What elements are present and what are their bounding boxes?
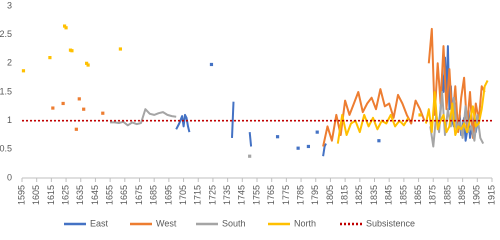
point-marker	[296, 146, 300, 150]
x-tick-label: 1695	[163, 185, 173, 205]
x-tick-label: 1745	[237, 185, 247, 205]
point-marker	[101, 111, 105, 115]
point-marker	[86, 63, 90, 67]
x-tick-label: 1735	[222, 185, 232, 205]
point-marker	[275, 135, 280, 139]
x-tick-label: 1845	[384, 185, 394, 205]
x-tick-label: 1725	[207, 185, 217, 205]
point-marker	[70, 49, 74, 53]
x-tick-label: 1795	[310, 185, 320, 205]
x-tick-label: 1895	[457, 185, 467, 205]
x-tick-label: 1655	[105, 185, 115, 205]
point-marker	[418, 113, 422, 117]
y-tick-label: 1.5	[0, 86, 12, 96]
point-marker	[51, 106, 55, 110]
point-marker	[74, 127, 78, 131]
legend-label: South	[222, 218, 246, 228]
point-marker	[315, 130, 319, 134]
point-marker	[21, 69, 26, 73]
x-tick-label: 1835	[369, 185, 379, 205]
y-tick-label: 2	[7, 58, 12, 68]
point-marker	[77, 97, 81, 101]
x-tick-label: 1635	[75, 185, 85, 205]
x-tick-label: 1715	[193, 185, 203, 205]
x-tick-label: 1825	[354, 185, 364, 205]
x-tick-label: 1705	[178, 185, 188, 205]
point-marker	[64, 26, 68, 30]
x-tick-label: 1615	[46, 185, 56, 205]
point-marker	[118, 47, 123, 51]
x-tick-label: 1815	[340, 185, 350, 205]
x-tick-label: 1685	[149, 185, 159, 205]
legend-label: West	[156, 218, 177, 228]
series-line	[175, 45, 479, 157]
x-tick-label: 1605	[31, 185, 41, 205]
point-marker	[248, 154, 252, 158]
chart: 0 0.5 1 1.5 2 2.5 3 1595 1605 1615 1625 1635 1645 165…	[0, 0, 496, 228]
x-tick-label: 1595	[16, 185, 26, 205]
x-tick-label: 1755	[251, 185, 261, 205]
x-tick-label: 1625	[60, 185, 70, 205]
point-marker	[62, 24, 67, 28]
point-marker	[85, 61, 89, 65]
x-tick-label: 1875	[428, 185, 438, 205]
x-tick-label: 1865	[413, 185, 423, 205]
point-marker	[306, 144, 311, 149]
legend-label: North	[294, 218, 316, 228]
point-marker	[82, 107, 86, 111]
x-tick-label: 1675	[134, 185, 144, 205]
point-marker	[48, 56, 52, 60]
point-marker	[209, 62, 214, 67]
x-tick-label: 1905	[472, 185, 482, 205]
x-tick-label: 1885	[442, 185, 452, 205]
point-marker	[377, 139, 381, 143]
x-tick-label: 1765	[266, 185, 276, 205]
x-tick-label: 1805	[325, 185, 335, 205]
legend-label: East	[90, 218, 109, 228]
x-tick-label: 1645	[90, 185, 100, 205]
x-tick-label: 1855	[398, 185, 408, 205]
y-tick-label: 0	[7, 172, 12, 182]
legend-label: Subsistence	[366, 218, 415, 228]
y-tick-label: 1	[7, 115, 12, 125]
x-tick-label: 1665	[119, 185, 129, 205]
x-tick-label: 1915	[486, 185, 496, 205]
x-tick-label: 1775	[281, 185, 291, 205]
series-line	[336, 80, 489, 144]
y-tick-label: 0.5	[0, 144, 12, 154]
x-tick-label: 1785	[295, 185, 305, 205]
y-tick-label: 3	[7, 0, 12, 10]
y-tick-label: 2.5	[0, 29, 12, 39]
point-marker	[61, 101, 65, 106]
